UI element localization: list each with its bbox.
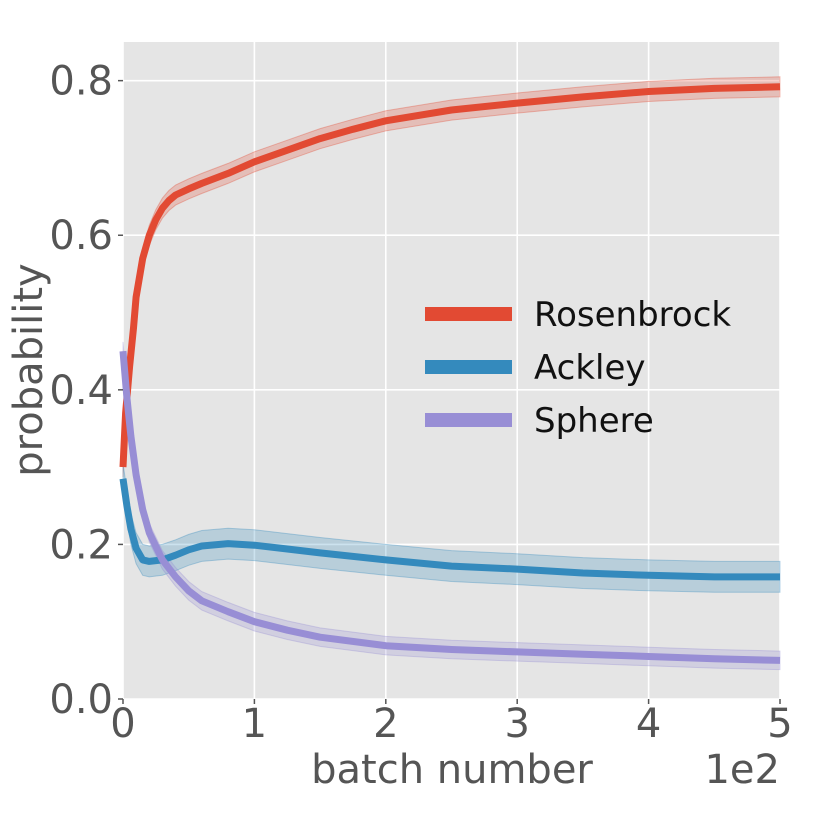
- series-lines: [119, 83, 781, 664]
- legend-label-sphere: Sphere: [534, 401, 654, 441]
- confidence-bands: [122, 76, 781, 671]
- line-rosenbrock: [119, 83, 781, 468]
- x-tick-label: 2: [373, 701, 398, 747]
- y-axis-label: probability: [6, 263, 52, 476]
- x-axis-label: batch number: [311, 747, 593, 793]
- y-tick-label: 0.8: [49, 59, 113, 105]
- axis-ticks: 0 1 2 3 4 5 0.0 0.2 0.4 0.6 0.8: [49, 59, 792, 747]
- x-tick-label: 1: [242, 701, 267, 747]
- x-tick-label: 4: [636, 701, 661, 747]
- band-rosenbrock: [122, 76, 781, 478]
- x-axis-offset-text: 1e2: [704, 747, 780, 793]
- band-sphere: [122, 341, 781, 671]
- y-tick-label: 0.6: [49, 213, 113, 259]
- legend: Rosenbrock Ackley Sphere: [425, 295, 731, 441]
- y-tick-label: 0.2: [49, 522, 113, 568]
- line-sphere: [119, 350, 781, 664]
- band-ackley: [122, 463, 781, 593]
- line-ackley: [119, 478, 780, 581]
- y-tick-label: 0.4: [49, 368, 113, 414]
- y-tick-label: 0.0: [49, 677, 113, 723]
- x-tick-label: 0: [110, 701, 135, 747]
- x-tick-label: 3: [504, 701, 529, 747]
- legend-label-rosenbrock: Rosenbrock: [534, 295, 731, 335]
- x-tick-label: 5: [767, 701, 792, 747]
- legend-label-ackley: Ackley: [534, 348, 646, 388]
